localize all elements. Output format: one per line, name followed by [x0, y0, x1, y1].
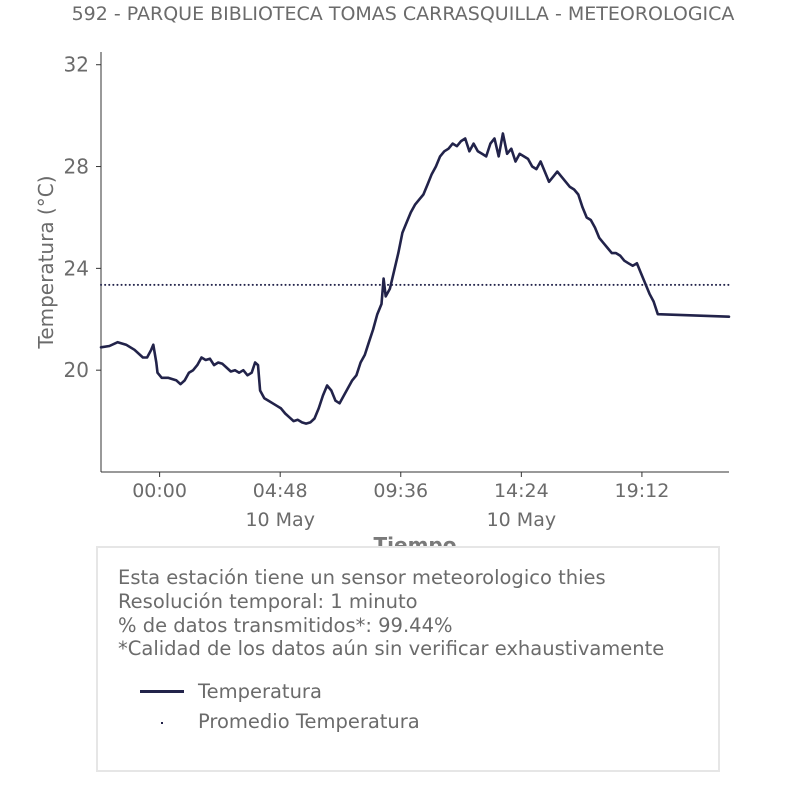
y-tick-label: 28 — [64, 155, 89, 179]
info-resolution-text: Resolución temporal: 1 minuto — [118, 590, 418, 613]
legend-line-swatch — [140, 690, 184, 693]
legend-label-promedio: Promedio Temperatura — [198, 710, 420, 733]
y-tick-label: 32 — [64, 53, 89, 77]
x-tick-sublabel: 10 May — [487, 509, 557, 531]
x-tick-label: 00:00 — [132, 480, 187, 502]
info-quality-text: *Calidad de los datos aún sin verificar … — [118, 637, 665, 660]
temperature-line — [99, 132, 731, 425]
x-tick-label: 04:48 — [253, 480, 308, 502]
legend-dot-swatch — [161, 722, 163, 724]
x-tick-sublabel: 10 May — [245, 509, 315, 531]
y-tick-label: 24 — [64, 256, 89, 280]
info-box: Esta estación tiene un sensor meteorolog… — [96, 546, 720, 772]
legend-label-temperatura: Temperatura — [198, 680, 322, 703]
x-tick-label: 09:36 — [373, 480, 428, 502]
info-sensor-text: Esta estación tiene un sensor meteorolog… — [118, 566, 606, 589]
y-tick-label: 20 — [64, 358, 89, 382]
x-tick-label: 19:12 — [615, 480, 670, 502]
y-axis-label: Temperatura (°C) — [34, 175, 58, 349]
series-layer — [99, 132, 731, 425]
axes: 20 24 28 32 00:00 04:48 10 May 09:36 14:24 10 May… — [64, 52, 729, 531]
info-transmitted-text: % de datos transmitidos*: 99.44% — [118, 614, 453, 637]
chart-title: 592 - PARQUE BIBLIOTECA TOMAS CARRASQUIL… — [71, 3, 735, 25]
x-tick-label: 14:24 — [494, 480, 549, 502]
